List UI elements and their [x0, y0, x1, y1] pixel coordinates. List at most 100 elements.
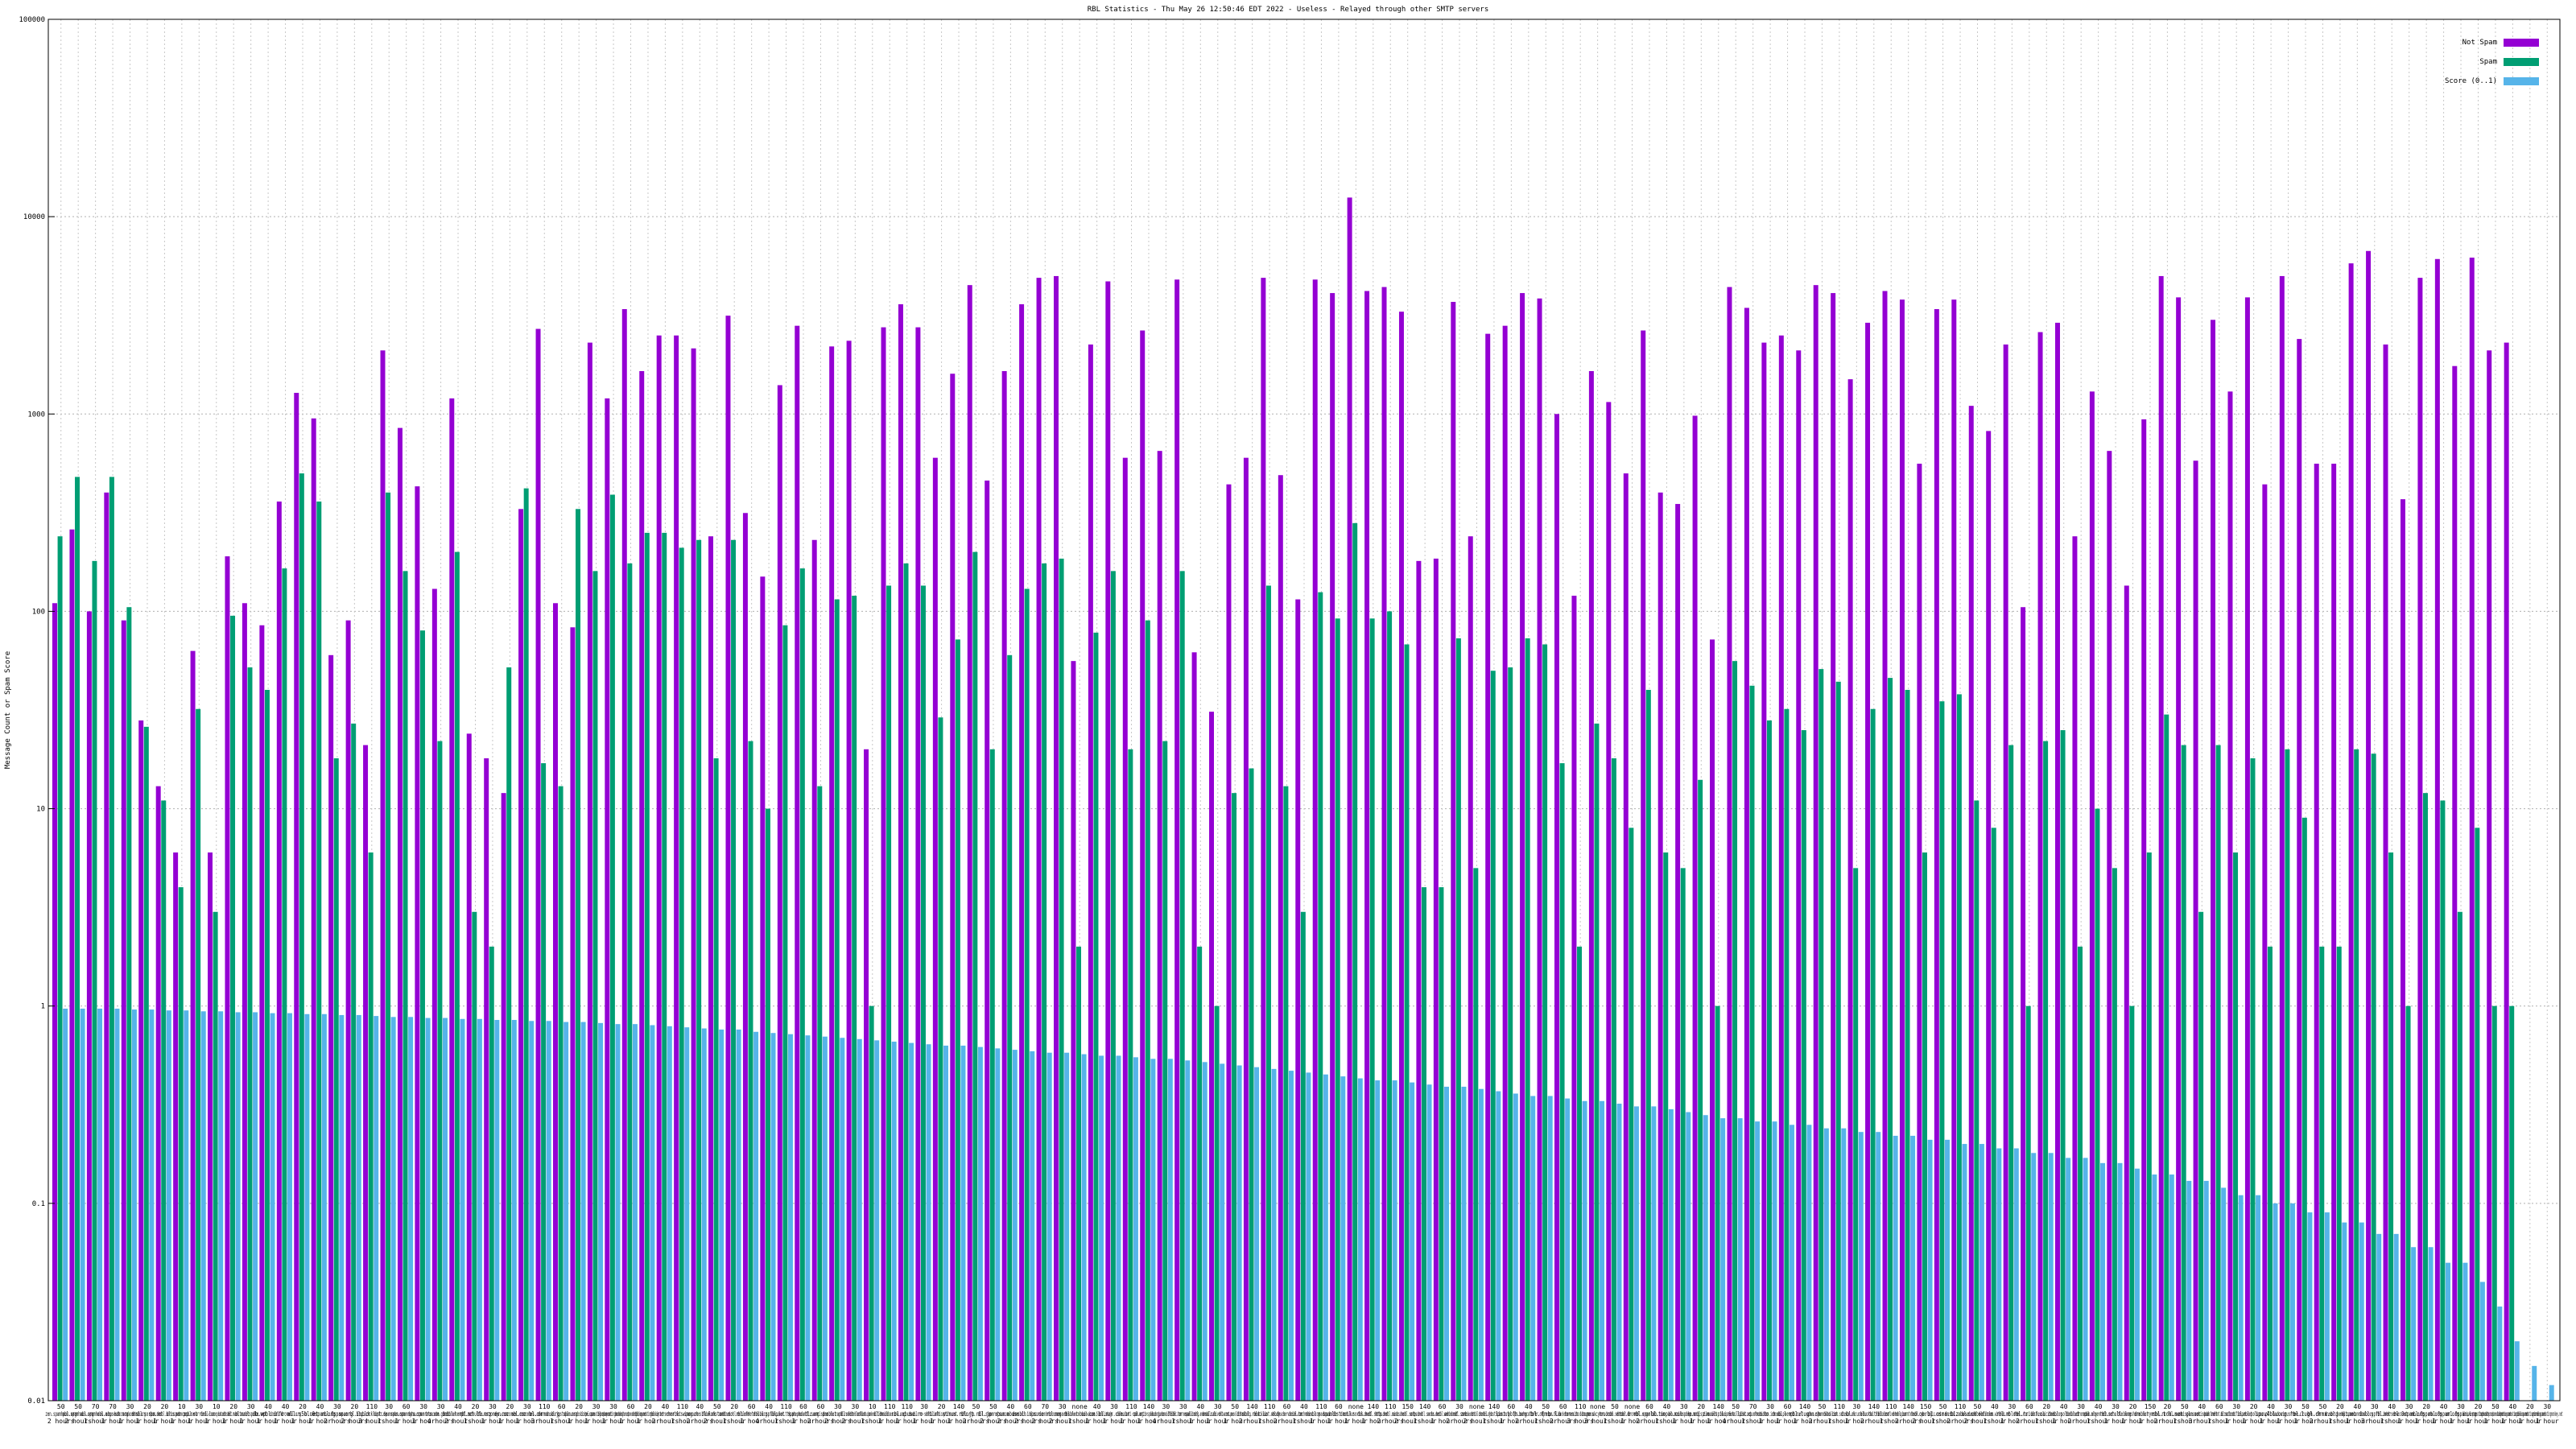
x-tick-count: none — [1590, 1403, 1605, 1410]
x-tick-rbl-name: dnsbl.spfbl.net — [753, 1410, 785, 1418]
spam-bar — [2198, 911, 2204, 1401]
score-bar — [787, 1034, 793, 1401]
x-tick-period: 1 hour — [1604, 1418, 1627, 1425]
y-tick-label: 0.1 — [32, 1200, 45, 1208]
not-spam-bar — [1865, 322, 1871, 1402]
x-tick-period: 1 hour — [1120, 1418, 1143, 1425]
spam-bar — [1283, 786, 1289, 1401]
x-tick-rbl-name: bl.scientificspam.net — [2221, 1410, 2252, 1418]
x-tick-period: 1 hour — [550, 1418, 573, 1425]
spam-bar — [1611, 758, 1616, 1401]
x-tick-count: 60 — [1439, 1403, 1447, 1410]
x-tick-count: 30 — [1766, 1403, 1774, 1410]
x-tick-period: 2 hours — [980, 1418, 1007, 1425]
not-spam-bar — [1571, 596, 1577, 1401]
not-spam-bar — [1623, 473, 1629, 1401]
x-tick-rbl-name: psbl.surriel.com — [184, 1410, 215, 1418]
not-spam-bar — [1019, 303, 1025, 1401]
x-tick-count: 30 — [834, 1403, 842, 1410]
x-tick-count: 60 — [1283, 1403, 1291, 1410]
x-tick-period: 1 hour — [498, 1418, 522, 1425]
spam-bar — [282, 568, 287, 1401]
x-tick-count: 70 — [109, 1403, 117, 1410]
x-tick-period: 2 hours — [824, 1418, 852, 1425]
x-tick-rbl-name: bl.0spam.org — [2393, 1410, 2425, 1418]
x-tick-count: 30 — [920, 1403, 928, 1410]
score-bar — [529, 1021, 535, 1401]
x-tick-period: 1 hour — [1827, 1418, 1851, 1425]
not-spam-bar — [380, 350, 386, 1401]
x-tick-period: 3 hours — [530, 1418, 558, 1425]
x-tick-count: 110 — [1575, 1403, 1587, 1410]
x-tick-period: 1 hour — [602, 1418, 625, 1425]
not-spam-bar — [1537, 298, 1542, 1401]
x-tick-rbl-name: bl.ipv6.spameatingmonkey.net — [2462, 1410, 2494, 1418]
score-bar — [2428, 1247, 2434, 1401]
x-tick-period: 2 hours — [64, 1418, 92, 1425]
not-spam-bar — [518, 509, 524, 1401]
x-tick-period: 1 hour — [136, 1418, 159, 1425]
x-tick-period: 2 hours — [807, 1418, 835, 1425]
x-tick-rbl-name: dnsbl.spfbl.net — [2359, 1410, 2390, 1418]
x-tick-rbl-name: bl.nosolicitado.org — [2031, 1410, 2062, 1418]
spam-bar — [1232, 793, 1237, 1401]
x-tick-count: 60 — [1559, 1403, 1567, 1410]
not-spam-bar — [2504, 342, 2509, 1401]
not-spam-bar — [1675, 504, 1681, 1401]
x-tick-count: 30 — [2405, 1403, 2413, 1410]
spam-bar — [264, 689, 270, 1401]
not-spam-bar — [1951, 299, 1957, 1401]
spam-bar — [161, 800, 167, 1401]
spam-bar — [1197, 946, 1203, 1401]
spam-bar — [2164, 714, 2169, 1401]
score-bar — [2031, 1153, 2037, 1401]
x-tick-period: 1 hour — [378, 1418, 401, 1425]
spam-bar — [1439, 887, 1444, 1401]
x-tick-rbl-name: bl.drmx.org — [2307, 1410, 2339, 1418]
x-tick-count: 50 — [1732, 1403, 1740, 1410]
x-tick-period: 1 hour — [101, 1418, 125, 1425]
x-tick-rbl-name: dnsbl.technoirc.org — [1289, 1410, 1320, 1418]
x-tick-count: 40 — [2095, 1403, 2103, 1410]
score-bar — [2549, 1385, 2554, 1401]
x-tick-period: 2 hours — [841, 1418, 869, 1425]
x-tick-count: 30 — [2077, 1403, 2085, 1410]
not-spam-bar — [431, 588, 437, 1401]
not-spam-bar — [1243, 457, 1249, 1402]
not-spam-bar — [829, 346, 835, 1402]
x-tick-rbl-name: bl.deadbeef.com — [1962, 1410, 1993, 1418]
x-tick-rbl-name: spam.abuse.ch — [995, 1410, 1026, 1418]
x-tick-rbl-name: dnsrbl.swinog.ch — [667, 1410, 699, 1418]
x-tick-period: 2 hours — [341, 1418, 368, 1425]
x-tick-rbl-name: dnsbl.rv-soft.info — [909, 1410, 940, 1418]
not-spam-bar — [397, 427, 402, 1401]
not-spam-bar — [535, 328, 541, 1401]
x-tick-count: 50 — [2491, 1403, 2500, 1410]
x-tick-rbl-name: bl.mailspike.net — [235, 1410, 266, 1418]
not-spam-bar — [1917, 464, 1922, 1401]
x-tick-rbl-name: rbl.orbitrbl.com — [1858, 1410, 1889, 1418]
x-tick-rbl-name: db.wpbl.info — [253, 1410, 284, 1418]
spam-bar — [489, 946, 494, 1401]
x-tick-count: 60 — [2025, 1403, 2033, 1410]
score-bar — [97, 1008, 103, 1401]
x-tick-rbl-name: dnsbl.mcu.edu.tw — [1841, 1410, 1872, 1418]
x-tick-period: 1 hour — [1620, 1418, 1644, 1425]
x-tick-period: 1 hour — [2518, 1418, 2541, 1425]
score-bar — [1530, 1096, 1536, 1401]
x-tick-rbl-name: bl.0spam.org — [304, 1410, 336, 1418]
x-tick-rbl-name: bl.mailspike.org — [1669, 1410, 1700, 1418]
not-spam-bar — [1036, 278, 1042, 1402]
score-bar — [2134, 1168, 2140, 1401]
x-tick-rbl-name: dnsbl.sorbs.net — [132, 1410, 163, 1418]
not-spam-bar — [2021, 607, 2026, 1401]
spam-bar — [126, 607, 132, 1401]
x-tick-period: 1 hour — [84, 1418, 107, 1425]
x-tick-count: 70 — [1749, 1403, 1757, 1410]
spam-bar — [523, 488, 529, 1401]
x-tick-rbl-name: dnsbl.cyberlogic.net — [1910, 1410, 1942, 1418]
x-tick-rbl-name: nbl.0spam.org — [2411, 1410, 2442, 1418]
score-bar — [1478, 1088, 1484, 1401]
x-tick-count: 50 — [1939, 1403, 1947, 1410]
